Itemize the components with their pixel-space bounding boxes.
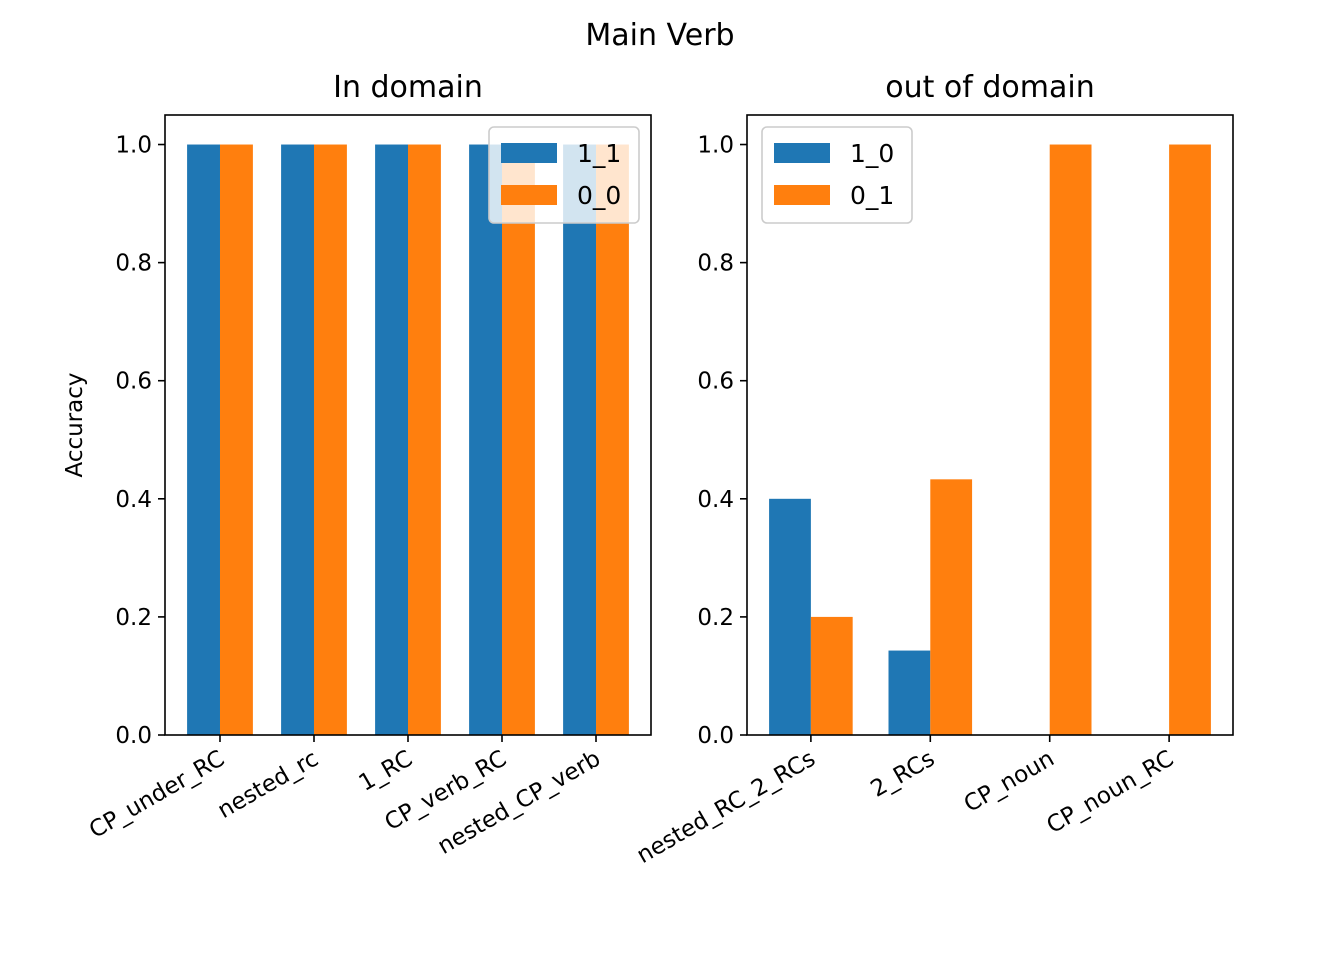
bar-0-1-cp-noun-rc	[1169, 144, 1211, 735]
legend-label-0-1: 0_1	[850, 181, 894, 210]
bar-1-0-nested-rc-2-rcs	[769, 498, 811, 735]
axes-frame	[746, 114, 1234, 736]
bar-0-0-cp-verb-rc	[502, 144, 535, 735]
legend-label-0-0: 0_0	[577, 181, 621, 210]
bar-0-0-nested-cp-verb	[596, 144, 629, 735]
legend-label-1-1: 1_1	[577, 139, 621, 168]
bar-1-0-2-rcs	[888, 650, 931, 735]
legend-swatch-1-1	[501, 143, 557, 163]
in-domain-panel: In domain0.00.20.40.60.81.0CP_under_RCne…	[62, 70, 652, 860]
y-tick-label: 0.6	[697, 369, 734, 395]
bar-0-0-cp-under-rc	[219, 144, 253, 735]
y-tick-label: 0.2	[697, 605, 734, 631]
bar-1-1-nested-rc	[281, 144, 314, 735]
bar-0-1-2-rcs	[930, 479, 973, 735]
y-tick-label: 0.0	[115, 723, 152, 749]
y-tick-label: 1.0	[115, 133, 152, 159]
legend-swatch-0-0	[501, 185, 557, 205]
y-tick-label: 0.8	[697, 251, 734, 277]
y-tick-label: 0.6	[115, 369, 152, 395]
out-of-domain-panel: out of domain0.00.20.40.60.81.0nested_RC…	[632, 70, 1234, 869]
y-tick-label: 0.0	[697, 723, 734, 749]
panel-title: In domain	[333, 70, 483, 105]
bar-1-1-cp-under-rc	[187, 144, 220, 735]
y-tick-label: 0.4	[115, 487, 152, 513]
bar-0-0-1-rc	[408, 144, 441, 735]
bar-1-1-1-rc	[375, 144, 408, 735]
panel-title: out of domain	[885, 70, 1094, 105]
bar-1-1-cp-verb-rc	[469, 144, 503, 735]
legend-swatch-0-1	[774, 185, 830, 205]
bar-1-1-nested-cp-verb	[563, 144, 597, 735]
y-tick-label: 0.8	[115, 251, 152, 277]
y-tick-label: 0.2	[115, 605, 152, 631]
legend-swatch-1-0	[774, 143, 830, 163]
bar-0-0-nested-rc	[313, 144, 347, 735]
y-tick-label: 0.4	[697, 487, 734, 513]
legend-label-1-0: 1_0	[850, 139, 894, 168]
figure-title: Main Verb	[585, 18, 734, 53]
bar-0-1-cp-noun	[1049, 144, 1092, 735]
y-tick-label: 1.0	[697, 133, 734, 159]
bar-0-1-nested-rc-2-rcs	[810, 616, 853, 735]
y-axis-label: Accuracy	[62, 372, 88, 477]
